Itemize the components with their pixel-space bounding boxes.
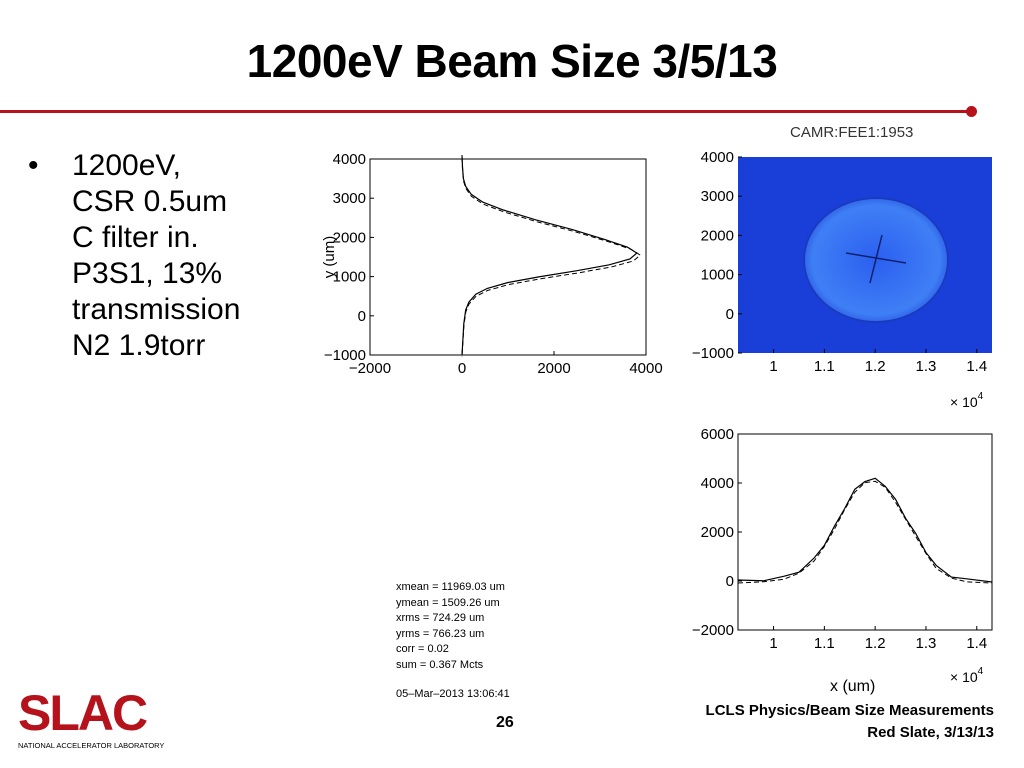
y-tick-label: 6000 bbox=[701, 426, 734, 443]
stat-line: xmean = 11969.03 um bbox=[396, 581, 505, 593]
x-tick-label: 0 bbox=[458, 360, 466, 377]
slac-logo: SLAC NATIONAL ACCELERATOR LABORATORY bbox=[18, 685, 198, 757]
x-tick-label: 1 bbox=[769, 358, 777, 375]
x-axis-label: x (um) bbox=[830, 678, 876, 695]
bullet-item: • 1200eV, CSR 0.5um C filter in. P3S1, 1… bbox=[28, 148, 298, 364]
y-tick-label: 1000 bbox=[701, 267, 734, 284]
x-profile-line bbox=[737, 477, 993, 583]
title-divider-dot bbox=[966, 106, 977, 117]
y-tick-label: 3000 bbox=[701, 188, 734, 205]
bullet-list: • 1200eV, CSR 0.5um C filter in. P3S1, 1… bbox=[28, 148, 298, 364]
page-number: 26 bbox=[496, 714, 514, 731]
y-tick-label: 0 bbox=[358, 308, 366, 325]
y-profile-plot: −2000 0 2000 4000 −1000 0 1000 2000 3000 4000 y (… bbox=[321, 151, 663, 377]
y-tick-label: 1000 bbox=[333, 269, 366, 286]
slac-logo-icon: SLAC NATIONAL ACCELERATOR LABORATORY bbox=[18, 685, 164, 750]
y-tick-label: −1000 bbox=[324, 347, 366, 364]
plot-frame bbox=[369, 158, 647, 356]
x-tick-label: 1.2 bbox=[865, 635, 886, 652]
beam-crosshair-y bbox=[869, 234, 883, 284]
bullet-line: 1200eV, bbox=[72, 149, 182, 182]
x-profile-plot: 1 1.1 1.2 1.3 1.4 −2000 0 2000 4000 6000 × 104 bbox=[692, 426, 993, 685]
x-tick-label: 1.1 bbox=[814, 358, 835, 375]
x-tick-label: 1.4 bbox=[966, 635, 987, 652]
title-divider bbox=[0, 110, 970, 113]
stat-line: yrms = 766.23 um bbox=[396, 627, 485, 640]
x-tick-label: −2000 bbox=[349, 360, 391, 377]
plot-frame bbox=[737, 433, 993, 631]
footer-line: LCLS Physics/Beam Size Measurements bbox=[705, 702, 994, 719]
x-profile-fit-line bbox=[737, 480, 993, 584]
camera-image-plot: 1 1.1 1.2 1.3 1.4 −1000 0 1000 2000 3000 4000 × 10… bbox=[692, 149, 992, 410]
y-tick-label: 2000 bbox=[701, 227, 734, 244]
y-tick-label: 4000 bbox=[701, 149, 734, 166]
y-tick-label: 0 bbox=[726, 306, 734, 323]
x-tick-label: 1.3 bbox=[916, 635, 937, 652]
x-tick-label: 1.1 bbox=[814, 635, 835, 652]
y-tick-label: −1000 bbox=[692, 345, 734, 362]
stat-timestamp: 05–Mar–2013 13:06:41 bbox=[396, 688, 510, 700]
stat-line: corr = 0.02 bbox=[396, 643, 449, 655]
y-axis-label: y (um) bbox=[321, 236, 338, 279]
bullet-line: C filter in. bbox=[72, 221, 199, 254]
logo-subtitle: NATIONAL ACCELERATOR LABORATORY bbox=[18, 741, 164, 750]
y-profile-line bbox=[461, 155, 638, 356]
footer-line: Red Slate, 3/13/13 bbox=[867, 724, 994, 741]
y-profile-fit-line bbox=[461, 157, 642, 358]
y-tick-label: 4000 bbox=[701, 475, 734, 492]
x-scale-label: × 104 bbox=[950, 666, 984, 685]
bullet-text: 1200eV, CSR 0.5um C filter in. P3S1, 13%… bbox=[72, 148, 240, 364]
stat-line: sum = 0.367 Mcts bbox=[396, 658, 484, 671]
stat-line: ymean = 1509.26 um bbox=[396, 596, 500, 609]
stat-line: xrms = 724.29 um bbox=[396, 612, 485, 624]
y-tick-label: −2000 bbox=[692, 622, 734, 639]
footer-credits: LCLS Physics/Beam Size Measurements Red … bbox=[706, 700, 994, 744]
x-tick-label: 1.3 bbox=[916, 358, 937, 375]
y-tick-label: 2000 bbox=[333, 229, 366, 246]
logo-wordmark: SLAC bbox=[18, 686, 147, 741]
bullet-line: CSR 0.5um bbox=[72, 185, 228, 218]
y-tick-label: 4000 bbox=[333, 151, 366, 168]
y-tick-label: 2000 bbox=[701, 524, 734, 541]
y-tick-label: 3000 bbox=[333, 190, 366, 207]
fit-statistics: xmean = 11969.03 um ymean = 1509.26 um x… bbox=[396, 580, 510, 703]
camera-title: CAMR:FEE1:1953 bbox=[790, 124, 914, 141]
bullet-marker: • bbox=[28, 149, 39, 182]
x-tick-label: 4000 bbox=[629, 360, 662, 377]
bullet-line: transmission bbox=[72, 293, 241, 326]
bullet-line: N2 1.9torr bbox=[72, 329, 206, 362]
x-scale-label: × 104 bbox=[950, 391, 984, 410]
slide-title: 1200eV Beam Size 3/5/13 bbox=[246, 35, 778, 87]
x-tick-label: 2000 bbox=[537, 360, 570, 377]
bullet-line: P3S1, 13% bbox=[72, 257, 223, 290]
x-tick-label: 1.4 bbox=[966, 358, 987, 375]
x-tick-label: 1.2 bbox=[865, 358, 886, 375]
x-tick-label: 1 bbox=[769, 635, 777, 652]
y-tick-label: 0 bbox=[726, 573, 734, 590]
